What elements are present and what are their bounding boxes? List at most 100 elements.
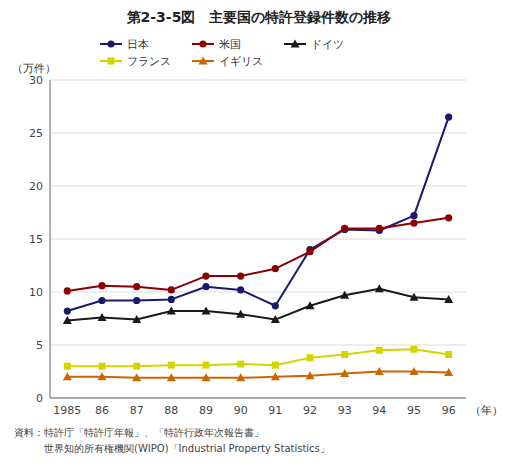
point xyxy=(375,284,384,292)
line xyxy=(67,218,448,291)
y-tick-label: 20 xyxy=(29,180,43,193)
point xyxy=(236,373,245,381)
footnote: 資料：特許庁「特許庁年報」、「特許行政年次報告書」 xyxy=(14,427,264,438)
legend-marker xyxy=(199,40,206,47)
point xyxy=(237,361,244,368)
point xyxy=(341,351,348,358)
point xyxy=(410,212,417,219)
grid xyxy=(50,80,466,398)
series xyxy=(63,284,453,324)
point xyxy=(133,283,140,290)
point xyxy=(272,362,279,369)
point xyxy=(237,273,244,280)
y-tick-label: 25 xyxy=(29,127,43,140)
point xyxy=(410,293,419,301)
y-axis xyxy=(50,80,51,398)
point xyxy=(306,301,315,309)
point xyxy=(98,297,105,304)
legend-label: 日本 xyxy=(127,38,149,51)
point xyxy=(168,286,175,293)
point xyxy=(410,367,419,375)
grid-line xyxy=(50,345,466,346)
y-tick-label: 10 xyxy=(29,286,43,299)
legend-label: フランス xyxy=(127,55,171,68)
point xyxy=(133,363,140,370)
x-tick-label: 96 xyxy=(442,404,456,417)
point xyxy=(64,287,71,294)
point xyxy=(445,351,452,358)
x-axis-label: （年） xyxy=(470,404,503,417)
point xyxy=(167,373,176,381)
y-tick-label: 5 xyxy=(36,339,43,352)
point xyxy=(376,225,383,232)
point xyxy=(445,214,452,221)
series xyxy=(64,346,452,370)
x-tick-label: 94 xyxy=(372,404,386,417)
x-tick-label: 89 xyxy=(199,404,213,417)
x-tick-label: 87 xyxy=(130,404,144,417)
chart: 第2-3-5図 主要国の特許登録件数の推移 0 5 10 15 20 25 30 1985 86 8… xyxy=(0,0,518,466)
point xyxy=(98,372,107,380)
point xyxy=(271,315,280,323)
point xyxy=(202,283,209,290)
point xyxy=(64,363,71,370)
point xyxy=(132,315,141,323)
point xyxy=(99,363,106,370)
y-tick-label: 15 xyxy=(29,233,43,246)
legend-marker xyxy=(199,57,208,65)
x-tick-label: 95 xyxy=(407,404,421,417)
line xyxy=(67,117,448,311)
point xyxy=(411,346,418,353)
x-tick-label: 1985 xyxy=(53,404,81,417)
line xyxy=(67,289,448,321)
grid-line xyxy=(50,80,466,81)
x-tick-label: 92 xyxy=(303,404,317,417)
point xyxy=(237,286,244,293)
point xyxy=(340,369,349,377)
point xyxy=(306,248,313,255)
legend: 日本 米国 ドイツフランス イギリス xyxy=(100,38,344,68)
x-tick-label: 86 xyxy=(95,404,109,417)
series xyxy=(63,367,453,381)
legend-label: イギリス xyxy=(219,55,263,68)
x-tick-label: 88 xyxy=(164,404,178,417)
legend-marker xyxy=(107,40,114,47)
point xyxy=(63,316,72,324)
legend-label: ドイツ xyxy=(311,38,344,51)
point xyxy=(272,265,279,272)
footnote: 世界知的所有権機関(WIPO)「Industrial Property Stat… xyxy=(14,443,330,454)
series xyxy=(64,214,453,294)
grid-line xyxy=(50,398,466,399)
point xyxy=(202,373,211,381)
line xyxy=(67,372,448,378)
x-axis xyxy=(50,398,466,399)
grid-line xyxy=(50,292,466,293)
point xyxy=(306,371,315,379)
point xyxy=(63,372,72,380)
point xyxy=(168,362,175,369)
grid-line xyxy=(50,239,466,240)
grid-line xyxy=(50,133,466,134)
point xyxy=(341,225,348,232)
point xyxy=(236,310,245,318)
legend-label: 米国 xyxy=(219,38,241,51)
point xyxy=(444,295,453,303)
x-tick-label: 91 xyxy=(268,404,282,417)
point xyxy=(444,368,453,376)
point xyxy=(375,367,384,375)
series xyxy=(64,114,453,315)
y-tick-label: 0 xyxy=(36,392,43,405)
point xyxy=(410,220,417,227)
point xyxy=(445,114,452,121)
point xyxy=(202,273,209,280)
point xyxy=(98,282,105,289)
x-tick-label: 90 xyxy=(234,404,248,417)
point xyxy=(202,307,211,315)
plot-area xyxy=(63,114,453,382)
title: 第2-3-5図 主要国の特許登録件数の推移 xyxy=(126,9,392,25)
point xyxy=(271,372,280,380)
point xyxy=(376,347,383,354)
point xyxy=(203,362,210,369)
point xyxy=(307,354,314,361)
y-tick-label: 30 xyxy=(29,74,43,87)
